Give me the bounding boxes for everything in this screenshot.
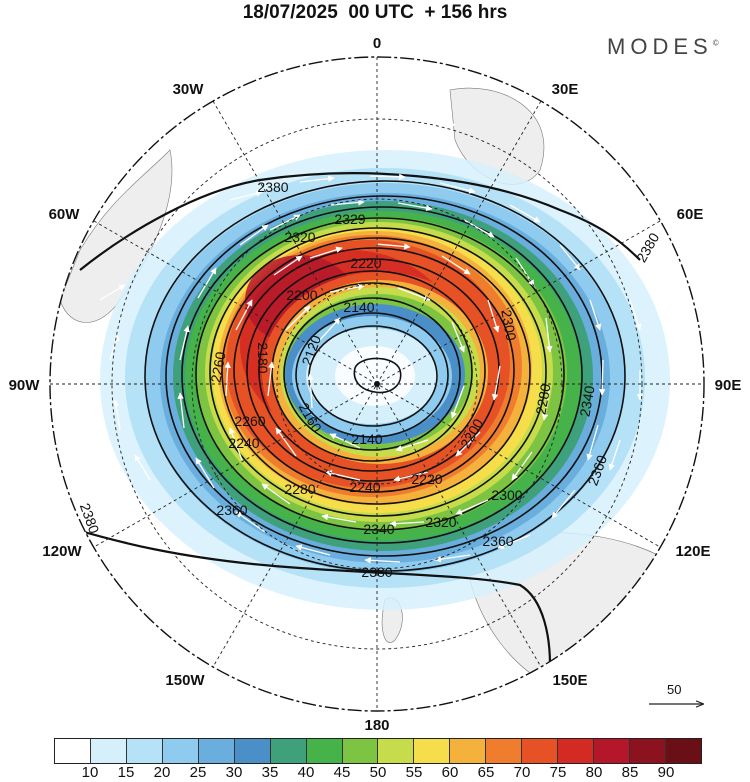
colorbar-tick-label: 15 — [117, 764, 135, 781]
colorbar-swatch — [198, 739, 235, 763]
contour-label: 2340 — [363, 521, 394, 537]
brand-logo: MODES© — [607, 34, 719, 60]
contour-label: 2300 — [491, 487, 522, 503]
contour-label: 2329 — [334, 211, 365, 227]
colorbar-tick-label: 20 — [153, 764, 171, 781]
lon-label-180: 180 — [364, 717, 389, 734]
wind-speed-field — [50, 57, 704, 711]
colorbar-tick-label: 10 — [81, 764, 99, 781]
contour-label: 2340 — [576, 384, 597, 418]
colorbar-tick-label: 40 — [297, 764, 315, 781]
colorbar-swatch — [342, 739, 379, 763]
chart-title: 18/07/2025 00 UTC + 156 hrs — [242, 2, 508, 23]
lon-label-90e: 90E — [715, 377, 742, 394]
colorbar-ticks: 10 15 20 25 30 35 40 45 50 55 60 65 70 75 80 85 90 — [54, 764, 702, 782]
colorbar-swatch — [522, 739, 559, 763]
brand-name: MODES — [607, 34, 713, 59]
colorbar-swatch — [414, 739, 451, 763]
colorbar-tick-label: 50 — [369, 764, 387, 781]
colorbar-swatch — [90, 739, 127, 763]
lon-label-30e: 30E — [552, 81, 579, 98]
contour-label: 2180 — [255, 342, 271, 373]
colorbar-tick-label: 30 — [225, 764, 243, 781]
reference-vector: 50 — [647, 682, 707, 712]
colorbar-tick-label: 70 — [513, 764, 531, 781]
colorbar-tick-label: 25 — [189, 764, 207, 781]
colorbar-tick-label: 90 — [657, 764, 675, 781]
contour-label: 2380 — [257, 179, 288, 195]
map-boundary — [49, 56, 705, 712]
colorbar-swatch — [306, 739, 343, 763]
copyright-mark: © — [712, 38, 719, 48]
colorbar-swatch — [594, 739, 630, 763]
contour-label: 2240 — [228, 435, 259, 451]
colorbar-swatch — [665, 739, 701, 763]
contour-label: 2280 — [284, 481, 315, 497]
speed-band-10-inner — [335, 346, 415, 406]
colorbar-swatch — [558, 739, 595, 763]
lon-label-90w: 90W — [9, 377, 41, 394]
contour-label: 2220 — [350, 255, 381, 271]
colorbar-tick-label: 35 — [261, 764, 279, 781]
lon-label-120e: 120E — [675, 543, 710, 560]
colorbar-tick-label: 55 — [405, 764, 423, 781]
contour-label: 2360 — [216, 502, 247, 518]
south-pole-marker — [374, 381, 380, 387]
colorbar-swatch — [270, 739, 307, 763]
contour-label: 2140 — [351, 431, 382, 447]
colorbar-tick-label: 75 — [549, 764, 567, 781]
contour-label: 2240 — [349, 479, 380, 495]
reference-vector-label: 50 — [667, 682, 682, 697]
colorbar-swatch — [378, 739, 415, 763]
wind-vectors — [99, 115, 644, 631]
contour-label: 2360 — [482, 533, 513, 549]
contour-label: 2140 — [343, 299, 374, 315]
contour-label: 2300 — [498, 308, 519, 342]
colorbar-swatch — [486, 739, 523, 763]
lon-label-30w: 30W — [173, 81, 205, 98]
colorbar-swatch — [126, 739, 163, 763]
colorbar-tick-label: 60 — [441, 764, 459, 781]
contour-label: 2260 — [207, 350, 228, 384]
colorbar-tick-label: 80 — [585, 764, 603, 781]
colorbar-swatch — [630, 739, 666, 763]
contour-label: 2280 — [532, 382, 553, 416]
contour-label: 2220 — [411, 471, 442, 487]
colorbar-swatch — [162, 739, 199, 763]
lon-label-60e: 60E — [677, 206, 704, 223]
contour-label: 2320 — [284, 229, 315, 245]
lon-label-150w: 150W — [165, 672, 205, 689]
lon-label-60w: 60W — [49, 206, 81, 223]
contour-label: 2380 — [361, 564, 392, 580]
contour-label: 2320 — [425, 514, 456, 530]
lon-label-120w: 120W — [42, 543, 82, 560]
colorbar-tick-label: 45 — [333, 764, 351, 781]
colorbar-tick-label: 65 — [477, 764, 495, 781]
colorbar-swatch — [234, 739, 271, 763]
land-south-america — [59, 149, 173, 323]
lon-label-0: 0 — [373, 35, 381, 52]
contour-label: 2200 — [286, 287, 317, 303]
colorbar-swatch — [450, 739, 487, 763]
colorbar-swatch — [55, 739, 91, 763]
colorbar-tick-label: 85 — [621, 764, 639, 781]
contour-label: 2260 — [234, 413, 265, 429]
reference-arrow-icon — [649, 682, 707, 712]
colorbar — [54, 738, 702, 764]
lon-label-150e: 150E — [552, 672, 587, 689]
